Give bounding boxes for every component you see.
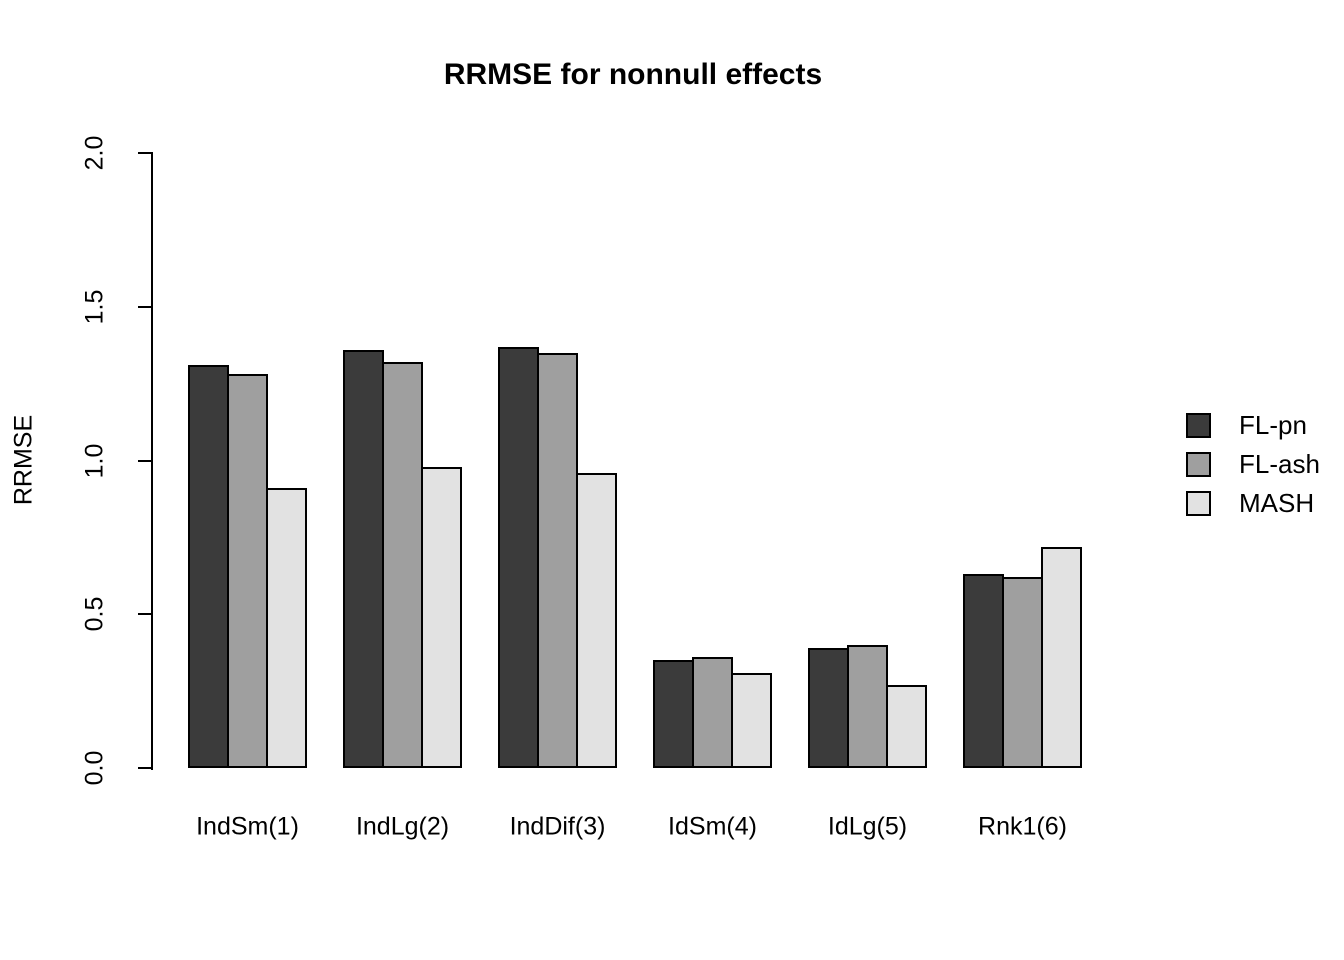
y-tick bbox=[138, 459, 153, 462]
legend-item: FL-ash bbox=[1186, 445, 1320, 484]
y-tick-label: 1.0 bbox=[80, 443, 109, 478]
bar-mash-2 bbox=[421, 467, 462, 768]
legend-label: MASH bbox=[1239, 488, 1315, 518]
bar-fl-pn-6 bbox=[963, 574, 1004, 768]
y-tick bbox=[138, 767, 153, 769]
bar-fl-pn-3 bbox=[498, 347, 539, 768]
bar-fl-ash-2 bbox=[382, 362, 423, 768]
chart-title: RRMSE for nonnull effects bbox=[443, 58, 823, 91]
y-tick bbox=[138, 305, 153, 308]
bar-fl-ash-3 bbox=[537, 353, 578, 768]
bar-mash-1 bbox=[266, 488, 307, 768]
bar-mash-3 bbox=[576, 473, 617, 768]
legend-label: FL-pn bbox=[1239, 410, 1307, 440]
bar-fl-pn-5 bbox=[808, 648, 849, 768]
legend: FL-pn FL-ash MASH bbox=[1186, 406, 1320, 523]
x-category-label: IdSm(4) bbox=[668, 812, 757, 841]
y-tick-label: 0.5 bbox=[80, 596, 109, 632]
bar-fl-pn-4 bbox=[653, 660, 694, 768]
y-tick-label: 0.0 bbox=[80, 750, 109, 786]
legend-label: FL-ash bbox=[1239, 449, 1320, 479]
x-category-label: IndLg(2) bbox=[355, 812, 450, 841]
y-tick-label: 2.0 bbox=[80, 135, 109, 171]
bar-mash-5 bbox=[886, 685, 927, 768]
x-category-label: Rnk1(6) bbox=[978, 812, 1067, 841]
bar-fl-ash-4 bbox=[692, 657, 733, 768]
y-tick bbox=[138, 152, 153, 154]
bar-fl-ash-1 bbox=[227, 374, 268, 768]
bar-mash-4 bbox=[731, 673, 772, 768]
x-category-label: IndSm(1) bbox=[196, 812, 299, 841]
legend-swatch bbox=[1186, 452, 1211, 477]
bar-fl-ash-5 bbox=[847, 645, 888, 768]
y-tick bbox=[138, 613, 153, 616]
legend-swatch bbox=[1186, 491, 1211, 516]
y-axis-title: RRMSE bbox=[9, 414, 38, 506]
bar-fl-pn-2 bbox=[343, 350, 384, 768]
bar-mash-6 bbox=[1041, 547, 1082, 768]
legend-item: MASH bbox=[1186, 484, 1320, 523]
y-tick-label: 1.5 bbox=[80, 289, 109, 325]
legend-swatch bbox=[1186, 413, 1211, 438]
legend-item: FL-pn bbox=[1186, 406, 1320, 445]
bar-fl-pn-1 bbox=[188, 365, 229, 768]
y-axis-line bbox=[151, 153, 153, 770]
x-category-label: IdLg(5) bbox=[827, 812, 908, 841]
bar-fl-ash-6 bbox=[1002, 577, 1043, 768]
x-category-label: IndDif(3) bbox=[509, 812, 606, 841]
